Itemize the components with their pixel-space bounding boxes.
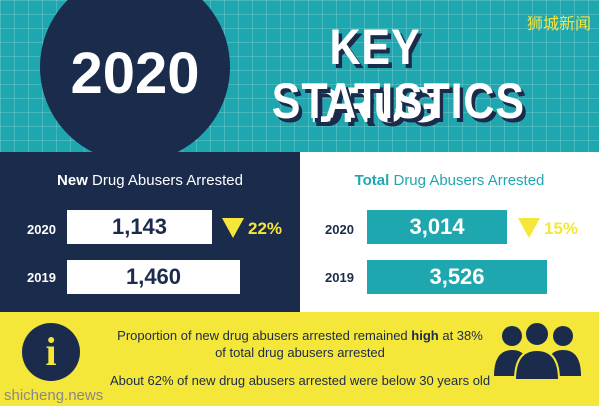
people-icon — [494, 321, 581, 380]
value-box: 3,526 — [367, 260, 547, 294]
down-arrow — [518, 218, 540, 238]
row-year: 2020 — [325, 222, 354, 237]
value-box: 1,143 — [67, 210, 212, 244]
title: KEY DRUG — [309, 19, 441, 133]
text: Proportion of new drug abusers arrested … — [117, 328, 408, 343]
down-arrow — [222, 218, 244, 238]
footer-text: of total drug abusers arrested — [215, 345, 385, 360]
title: STATISTICS — [271, 73, 525, 129]
panel: New Drug Abusers Arrested 2020 1,143 22%… — [0, 152, 300, 312]
emphasis: New — [57, 172, 88, 189]
watermark: shicheng.news — [4, 387, 104, 404]
row-year: 2019 — [27, 270, 56, 285]
row-year: 2020 — [27, 222, 56, 237]
title-text: Drug Abusers Arrested — [92, 172, 243, 189]
year-circle — [40, 0, 230, 162]
footer-text: Proportion of new drug abusers arrested … — [100, 328, 500, 343]
value-box: 3,014 — [367, 210, 507, 244]
panel-title: Total Drug Abusers Arrested — [300, 172, 599, 189]
emphasis: Total — [354, 172, 390, 189]
title-text: Drug Abusers Arrested — [393, 172, 545, 189]
change: 15% — [544, 219, 579, 238]
info-icon: i — [22, 323, 80, 381]
emphasis: high — [411, 328, 439, 343]
panel-title: New Drug Abusers Arrested — [0, 172, 300, 189]
watermark: 狮城新闻 — [526, 16, 591, 33]
panel: Total Drug Abusers Arrested 2020 3,014 1… — [300, 152, 599, 312]
change: 22% — [248, 219, 283, 238]
value-box: 1,460 — [67, 260, 240, 294]
row-year: 2019 — [325, 270, 354, 285]
footer-text: About 62% of new drug abusers arrested w… — [109, 373, 491, 388]
text: at 38% — [442, 328, 483, 343]
year: 2020 — [70, 41, 200, 106]
